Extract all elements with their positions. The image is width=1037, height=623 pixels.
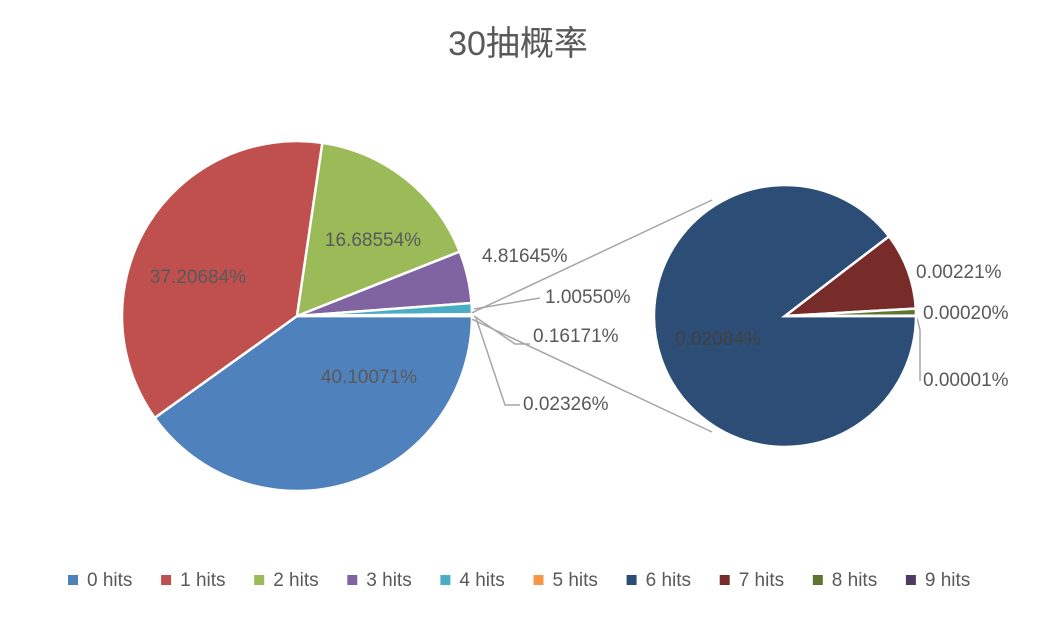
- data-label: 0.00001%: [923, 370, 1009, 391]
- data-label: 1.00550%: [545, 287, 631, 308]
- legend-marker: [254, 575, 264, 585]
- data-label: 16.68554%: [325, 230, 421, 251]
- data-label: 0.00020%: [923, 303, 1009, 324]
- legend-marker: [813, 575, 823, 585]
- legend-label: 3 hits: [366, 570, 411, 591]
- legend-label: 2 hits: [273, 570, 318, 591]
- data-label: 40.10071%: [321, 367, 417, 388]
- legend-label: 4 hits: [459, 570, 504, 591]
- legend-label: 9 hits: [925, 570, 970, 591]
- legend-label: 1 hits: [180, 570, 225, 591]
- legend-marker: [906, 575, 916, 585]
- legend-marker: [161, 575, 171, 585]
- data-label-other: 0.02326%: [523, 394, 609, 415]
- legend-label: 6 hits: [646, 570, 691, 591]
- legend-label: 5 hits: [553, 570, 598, 591]
- legend-marker: [68, 575, 78, 585]
- legend-marker: [440, 575, 450, 585]
- legend-marker: [720, 575, 730, 585]
- data-label: 37.20684%: [150, 267, 246, 288]
- legend-marker: [534, 575, 544, 585]
- chart-title: 30抽概率: [448, 25, 588, 63]
- legend-label: 8 hits: [832, 570, 877, 591]
- data-label: 4.81645%: [482, 246, 568, 267]
- data-label: 0.00221%: [916, 262, 1002, 283]
- data-label: 0.02084%: [675, 329, 761, 350]
- legend-label: 0 hits: [87, 570, 132, 591]
- legend-marker: [627, 575, 637, 585]
- legend-label: 7 hits: [739, 570, 784, 591]
- data-label: 0.16171%: [533, 326, 619, 347]
- legend-marker: [347, 575, 357, 585]
